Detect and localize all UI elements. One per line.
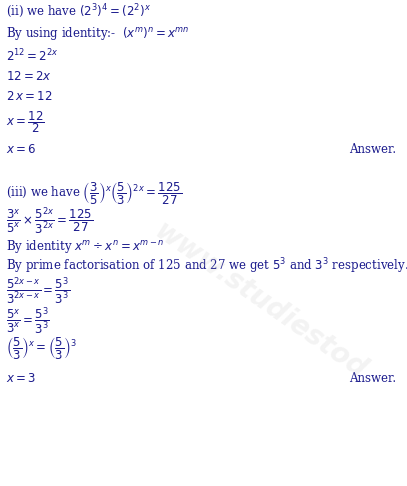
Text: $2^{12} = 2^{2x}$: $2^{12} = 2^{2x}$ [6,48,59,64]
Text: $x = 6$: $x = 6$ [6,142,37,156]
Text: By using identity:-  $(x^m)^n = x^{mn}$: By using identity:- $(x^m)^n = x^{mn}$ [6,24,190,41]
Text: (ii) we have $(2^3)^4 = (2^2)^x$: (ii) we have $(2^3)^4 = (2^2)^x$ [6,2,151,20]
Text: $12 = 2x$: $12 = 2x$ [6,69,52,83]
Text: $\dfrac{5^{2x-x}}{3^{2x-x}} = \dfrac{5^3}{3^3}$: $\dfrac{5^{2x-x}}{3^{2x-x}} = \dfrac{5^3… [6,275,70,307]
Text: $\left(\dfrac{5}{3}\right)^x = \left(\dfrac{5}{3}\right)^3$: $\left(\dfrac{5}{3}\right)^x = \left(\df… [6,335,77,361]
Text: $\dfrac{5^x}{3^x} = \dfrac{5^3}{3^3}$: $\dfrac{5^x}{3^x} = \dfrac{5^3}{3^3}$ [6,305,50,337]
Text: $x = \dfrac{12}{2}$: $x = \dfrac{12}{2}$ [6,109,45,135]
Text: Answer.: Answer. [349,142,396,156]
Text: www.studiestod: www.studiestod [149,217,371,385]
Text: By prime factorisation of 125 and 27 we get $5^3$ and $3^3$ respectively.: By prime factorisation of 125 and 27 we … [6,256,407,276]
Text: $x = 3$: $x = 3$ [6,371,36,384]
Text: $2\,x = 12$: $2\,x = 12$ [6,89,53,103]
Text: By identity $x^m \div x^n = x^{m-n}$: By identity $x^m \div x^n = x^{m-n}$ [6,238,164,255]
Text: Answer.: Answer. [349,371,396,384]
Text: $\dfrac{3^x}{5^x} \times \dfrac{5^{2x}}{3^{2x}} = \dfrac{125}{27}$: $\dfrac{3^x}{5^x} \times \dfrac{5^{2x}}{… [6,205,93,237]
Text: (iii) we have $\left(\dfrac{3}{5}\right)^x \left(\dfrac{5}{3}\right)^{2x} = \dfr: (iii) we have $\left(\dfrac{3}{5}\right)… [6,180,182,206]
